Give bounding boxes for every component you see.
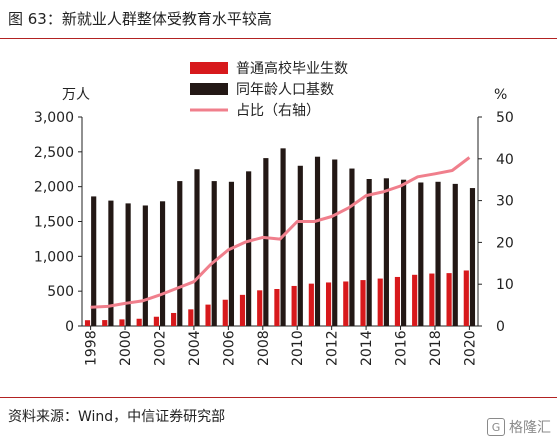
line-ratio-series [90, 156, 471, 309]
bar-population-1999 [108, 200, 114, 326]
y-left-tick-label: 0 [65, 319, 74, 335]
bar-population-2011 [314, 156, 321, 326]
legend-swatch-graduates [190, 62, 228, 74]
x-tick-label: 2002 [152, 330, 168, 366]
bar-population-2001 [142, 205, 148, 326]
bar-graduates-2001 [136, 318, 142, 326]
y-left-tick-label: 3,000 [34, 110, 74, 126]
bar-population-2017 [418, 182, 424, 326]
x-tick-label: 2010 [290, 330, 306, 366]
bar-graduates-2008 [257, 290, 263, 326]
x-tick-label: 1998 [84, 330, 100, 366]
bar-population-2003 [177, 181, 183, 326]
bar-graduates-2002 [153, 316, 159, 326]
legend-swatch-population [190, 83, 228, 95]
y-right-tick-label: 40 [496, 152, 514, 168]
watermark-logo-icon: G [487, 418, 505, 436]
x-tick-label: 2020 [462, 330, 478, 366]
legend-label-population: 同年龄人口基数 [236, 81, 334, 98]
x-tick-label: 2004 [187, 330, 203, 366]
bar-graduates-2010 [291, 285, 297, 326]
bar-population-2007 [246, 171, 252, 326]
y-left-tick-label: 2,500 [34, 145, 74, 161]
y-left-tick-label: 1,000 [34, 249, 74, 265]
bar-population-2015 [383, 178, 389, 326]
y-left-tick-label: 500 [47, 284, 74, 300]
x-tick-label: 2014 [359, 330, 375, 366]
bar-graduates-2013 [343, 281, 349, 326]
bar-graduates-2007 [239, 294, 246, 326]
bar-graduates-2012 [325, 282, 332, 326]
bar-population-2000 [125, 203, 131, 326]
bar-population-1998 [91, 196, 97, 326]
bar-population-2006 [228, 181, 235, 326]
legend-label-graduates: 普通高校毕业生数 [236, 60, 348, 77]
watermark: G 格隆汇 [487, 417, 551, 437]
y-right-tick-label: 30 [496, 194, 514, 210]
y-left-tick-label: 2,000 [34, 180, 74, 196]
bar-population-2004 [194, 169, 200, 326]
title-divider [0, 38, 557, 39]
x-tick-label: 2006 [221, 330, 237, 366]
bar-population-2005 [211, 181, 217, 326]
source-divider [0, 397, 557, 398]
x-tick-label: 2000 [118, 330, 134, 366]
bar-graduates-2009 [274, 289, 280, 326]
y-right-tick-label: 0 [496, 319, 505, 335]
y-right-tick-label: 20 [496, 235, 514, 251]
bar-graduates-2005 [205, 304, 211, 326]
legend-label-ratio: 占比（右轴） [236, 103, 320, 119]
bar-graduates-2003 [171, 312, 177, 326]
bar-graduates-2017 [412, 274, 418, 326]
bar-population-2019 [452, 183, 458, 326]
bar-population-2012 [332, 159, 338, 326]
x-tick-label: 2008 [256, 330, 272, 366]
watermark-text: 格隆汇 [509, 420, 551, 436]
bar-graduates-2006 [222, 299, 228, 326]
y-right-unit: % [494, 87, 507, 103]
bar-graduates-2020 [463, 270, 469, 326]
chart-canvas: 0 500 1,000 1,500 2,000 2,500 3,000 0 10 20 30 40 50… [34, 60, 514, 366]
bar-graduates-2011 [308, 283, 314, 326]
x-tick-label: 2012 [325, 330, 341, 366]
source-note: 资料来源：Wind，中信证券研究部 [8, 409, 226, 425]
figure-title: 图 63：新就业人群整体受教育水平较高 [8, 10, 272, 28]
y-right-tick-label: 10 [496, 277, 514, 293]
y-left-unit: 万人 [62, 87, 90, 103]
bar-graduates-2000 [119, 319, 125, 326]
bar-graduates-2019 [446, 273, 452, 326]
x-tick-label: 2016 [394, 330, 410, 366]
x-tick-label: 2018 [428, 330, 444, 366]
y-right-tick-label: 50 [496, 110, 514, 126]
bar-graduates-1998 [84, 320, 91, 326]
bar-population-2002 [159, 201, 166, 326]
bar-population-2014 [366, 179, 372, 326]
bar-population-2013 [349, 168, 355, 326]
bar-population-2008 [263, 158, 269, 326]
bar-graduates-2016 [394, 276, 401, 326]
bar-graduates-2015 [377, 278, 383, 326]
bar-graduates-1999 [102, 320, 108, 326]
bar-graduates-2014 [360, 280, 366, 326]
bar-graduates-2004 [188, 309, 194, 326]
bar-graduates-2018 [429, 273, 435, 326]
bar-population-2020 [469, 188, 476, 326]
bar-population-2018 [435, 181, 441, 326]
bar-population-2010 [297, 165, 303, 326]
bar-population-2016 [401, 179, 407, 326]
y-left-tick-label: 1,500 [34, 215, 74, 231]
